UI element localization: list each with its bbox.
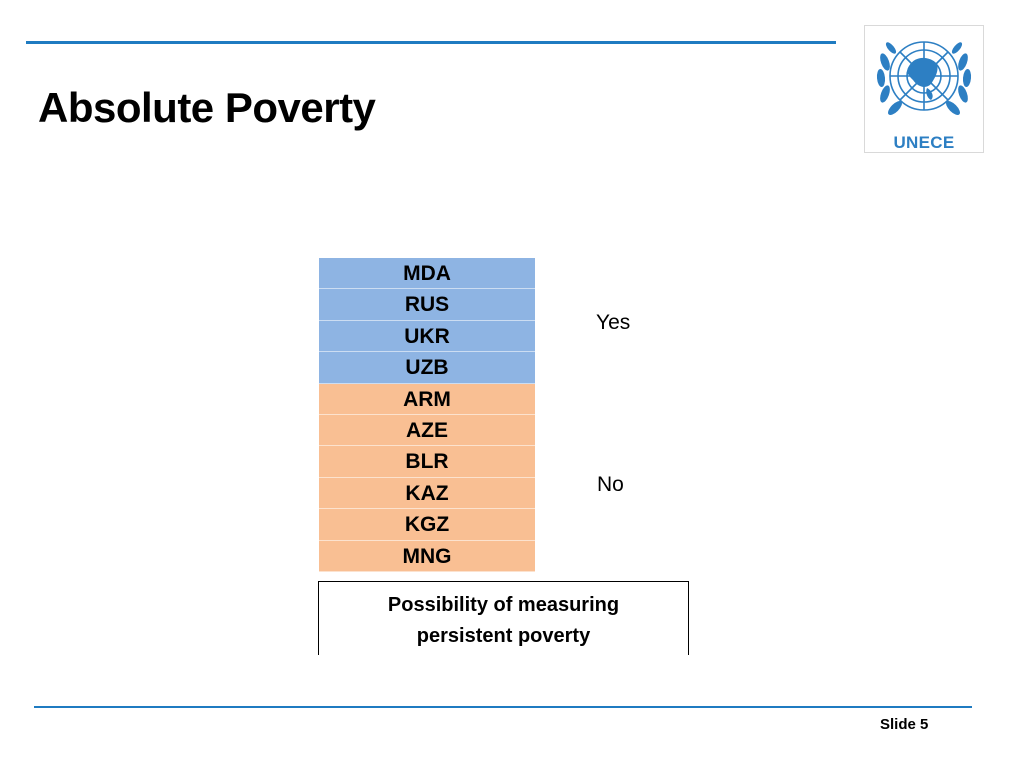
country-cell: KGZ (319, 509, 535, 541)
country-cell: BLR (319, 446, 535, 478)
country-cell: UKR (319, 320, 535, 353)
un-emblem-icon (876, 41, 972, 115)
unece-logo: UNECE (864, 25, 984, 153)
country-cell: RUS (319, 289, 535, 321)
logo-text: UNECE (893, 133, 955, 152)
table-footer: Possibility of measuring persistent pove… (318, 581, 689, 655)
slide-number: Slide 5 (880, 716, 929, 733)
country-cell: ARM (319, 383, 535, 415)
slide-title: Absolute Poverty (38, 84, 376, 131)
top-rule (26, 41, 836, 44)
country-cell: UZB (319, 352, 535, 384)
bottom-rule (34, 706, 972, 708)
country-cell: AZE (319, 414, 535, 447)
country-table: MDA RUS UKR UZB ARM AZE BLR KAZ KGZ MNG (319, 258, 535, 572)
country-cell: MNG (319, 540, 535, 572)
yes-label: Yes (596, 311, 631, 334)
no-label: No (597, 473, 624, 496)
footer-text: Possibility of measuring persistent pove… (387, 594, 620, 647)
country-cell: KAZ (319, 477, 535, 510)
country-cell: MDA (319, 258, 535, 290)
